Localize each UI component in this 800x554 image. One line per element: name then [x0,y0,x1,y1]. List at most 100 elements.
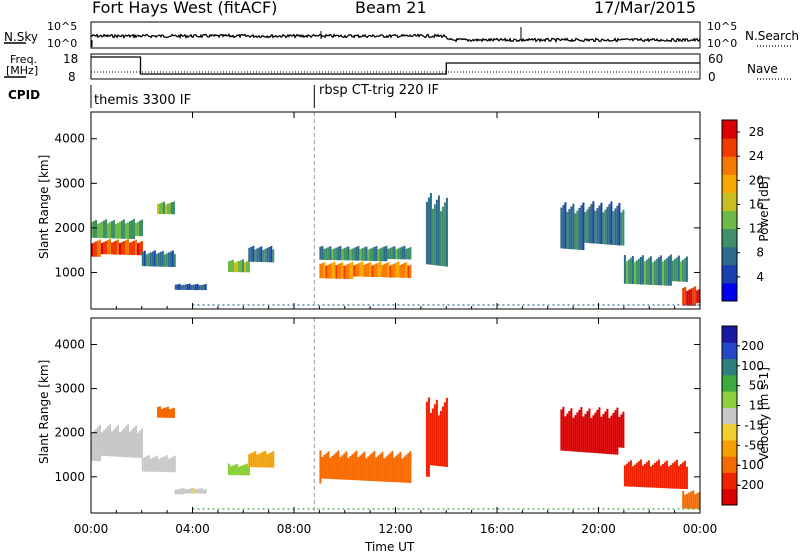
date-label: 17/Mar/2015 [594,0,697,17]
power-ytick-label-0: 1000 [54,265,85,279]
velocity-echo-region-9 [623,459,688,490]
power-colorbar-segment-9 [722,120,737,139]
freq-label: Freq. [10,53,38,66]
power-colorbar-tick-label-0: 4 [756,270,764,284]
nave-tick-top: 60 [708,52,724,66]
power-colorbar-tick-label-2: 12 [749,222,764,236]
velocity-echo-region-5 [248,450,275,468]
time-tick-label-3: 12:00 [378,522,413,536]
station-title: Fort Hays West (fitACF) [92,0,278,17]
nsearch-tick-top: 10^5 [707,20,738,33]
nsearch-tick-bottom: 10^0 [707,37,738,50]
velocity-colorbar-tick-label-2: 50 [749,379,764,393]
power-colorbar-segment-8 [722,138,737,157]
velocity-colorbar-segment-7 [722,374,737,392]
power-colorbar-tick-label-5: 24 [749,149,764,163]
power-echo-region-7 [319,261,412,280]
power-colorbar-frame [721,119,738,302]
velocity-echo-region-10 [682,490,701,509]
power-ytick-label-1: 2000 [54,221,85,235]
velocity-echo-region-8 [560,406,625,455]
velocity-colorbar-segment-4 [722,423,737,441]
velocity-echo-region-0 [91,424,143,462]
power-colorbar-segment-3 [722,228,737,248]
velocity-colorbar-frame [721,325,738,506]
velocity-ytick-label-0: 1000 [54,470,85,484]
time-axis-title: Time UT [365,540,415,554]
time-tick-label-1: 04:00 [175,522,210,536]
freq-tick-top: 18 [63,52,79,66]
cpid-label: CPID [8,88,41,102]
cpid-program-0: themis 3300 IF [94,93,192,108]
time-tick-label-6: 00:00 [683,522,718,536]
power-echo-region-0 [91,239,143,257]
power-echo-region-1 [91,219,143,240]
power-colorbar-segment-4 [722,210,737,230]
power-echo-region-12 [682,286,701,306]
power-colorbar-segment-2 [722,246,737,266]
velocity-colorbar-segment-6 [722,391,737,408]
power-colorbar-segment-1 [722,264,737,284]
velocity-colorbar-tick-label-6: -100 [737,458,764,472]
power-echo-region-5 [228,259,250,273]
velocity-colorbar-segment-8 [722,358,737,376]
velocity-colorbar-tick-label-5: -50 [744,438,764,452]
velocity-ytick-label-1: 2000 [54,426,85,440]
power-colorbar-tick-label-3: 16 [749,197,764,211]
nave-label: Nave [747,62,778,76]
velocity-colorbar-segment-0 [722,488,737,506]
power-colorbar-tick-label-1: 8 [756,246,764,260]
velocity-colorbar-tick-label-7: -200 [737,478,764,492]
power-echo-region-8 [319,245,412,262]
velocity-echo-region-4 [228,463,250,476]
nsearch-label: N.Search [745,29,800,43]
nsky-trace [90,33,701,44]
velocity-ytick-label-3: 4000 [54,337,85,351]
velocity-colorbar-tick-label-3: 15 [749,399,764,413]
freq-unit-label: [MHz] [6,64,39,77]
power-echo-region-6 [248,245,275,263]
velocity-echo-region-6 [319,450,412,484]
nsky-tick-top: 10^5 [47,20,78,33]
power-echo-region-9 [425,193,448,267]
time-tick-label-5: 20:00 [581,522,616,536]
nsky-tick-bottom: 10^0 [47,37,78,50]
freq-panel-frame [90,53,701,80]
velocity-colorbar-segment-5 [722,407,737,425]
velocity-plot-bg [91,318,700,513]
power-ytick-label-2: 3000 [54,176,85,190]
nsky-panel-frame [90,21,701,49]
velocity-echo-region-3 [174,487,207,495]
velocity-colorbar-tick-label-0: 200 [741,339,764,353]
velocity-colorbar-segment-9 [722,342,737,360]
power-colorbar-segment-5 [722,192,737,211]
power-echo-region-2 [141,250,176,268]
power-colorbar-segment-0 [722,282,737,302]
time-tick-label-0: 00:00 [74,522,109,536]
velocity-colorbar-segment-10 [722,326,737,343]
time-tick-label-2: 08:00 [277,522,312,536]
nsky-label: N.Sky [4,30,39,44]
power-ytick-label-3: 4000 [54,132,85,146]
power-colorbar-tick-label-4: 20 [749,173,764,187]
velocity-colorbar-segment-2 [722,456,737,473]
velocity-colorbar-segment-3 [722,439,737,457]
velocity-echo-region-1 [141,455,176,473]
power-echo-region-11 [623,254,688,286]
freq-tick-bottom: 8 [68,70,76,84]
power-colorbar-segment-6 [722,174,737,193]
power-colorbar-segment-7 [722,156,737,175]
beam-label: Beam 21 [355,0,427,17]
cpid-program-1: rbsp CT-trig 220 IF [319,83,439,98]
power-echo-region-3 [157,201,175,215]
time-tick-label-4: 16:00 [480,522,515,536]
velocity-echo-region-7 [425,397,448,477]
nave-tick-bottom: 0 [708,70,716,84]
velocity-echo-region-2 [157,406,175,418]
power-colorbar-tick-label-6: 28 [749,125,764,139]
power-echo-region-4 [174,283,207,291]
velocity-ytick-label-2: 3000 [54,382,85,396]
velocity-colorbar-tick-label-4: -15 [744,418,764,432]
power-echo-region-10 [560,201,625,251]
